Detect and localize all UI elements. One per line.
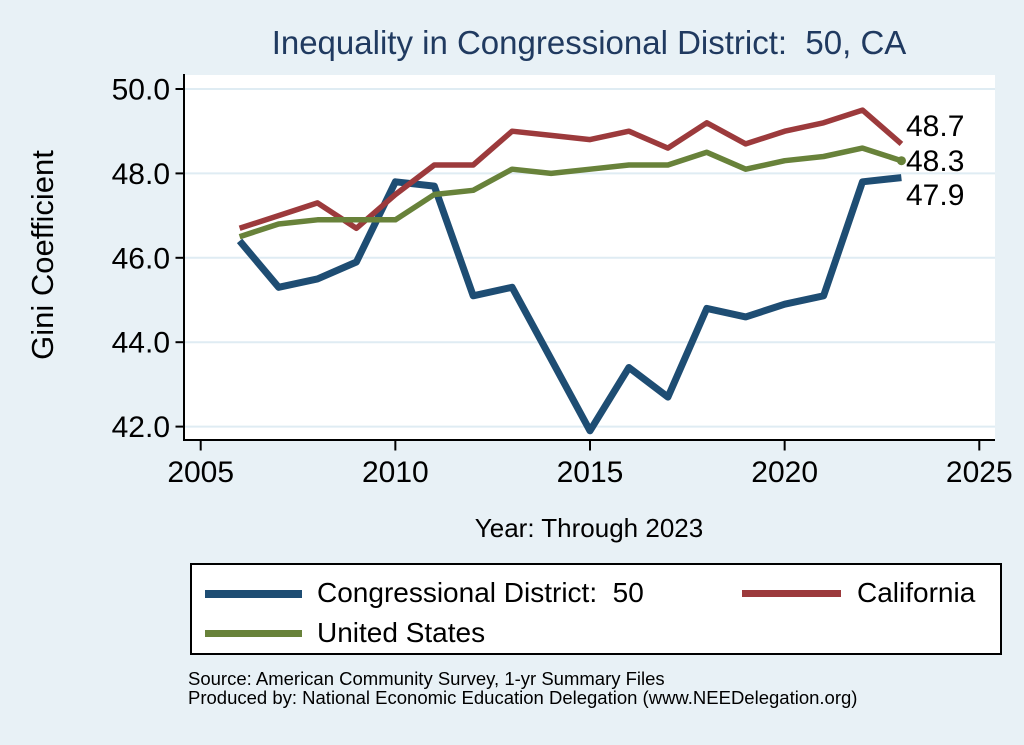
legend-label-united-states: United States bbox=[317, 617, 486, 648]
legend-swatch-united-states bbox=[205, 630, 302, 637]
series-end-value-california: 48.7 bbox=[906, 110, 965, 143]
source-note: Source: American Community Survey, 1-yr … bbox=[188, 668, 665, 689]
series-line-california bbox=[238, 107, 904, 232]
series-line-district bbox=[236, 174, 902, 435]
legend-label-california: California bbox=[857, 577, 976, 608]
y-tick-label-46.0: 46.0 bbox=[112, 242, 170, 275]
legend-swatch-california bbox=[742, 590, 841, 597]
y-tick-label-42.0: 42.0 bbox=[112, 411, 170, 444]
legend-swatch-congressional-district-50 bbox=[205, 590, 302, 598]
x-axis-title: Year: Through 2023 bbox=[474, 513, 704, 543]
y-tick-label-44.0: 44.0 bbox=[112, 327, 170, 360]
y-tick-label-48.0: 48.0 bbox=[112, 158, 170, 191]
produced-by-note: Produced by: National Economic Education… bbox=[188, 687, 858, 708]
chart-title: Inequality in Congressional District: 50… bbox=[271, 24, 907, 61]
series-line-united-states bbox=[238, 145, 903, 240]
x-tick-label-2005: 2005 bbox=[167, 456, 234, 489]
end-marker-united-states bbox=[896, 156, 906, 166]
series-end-value-united-states: 48.3 bbox=[906, 145, 965, 178]
y-axis-title: Gini Coefficient bbox=[25, 150, 60, 360]
x-tick-label-2010: 2010 bbox=[362, 456, 429, 489]
x-tick-label-2025: 2025 bbox=[946, 456, 1013, 489]
x-tick-label-2020: 2020 bbox=[751, 456, 818, 489]
x-tick-label-2015: 2015 bbox=[557, 456, 624, 489]
y-tick-label-50.0: 50.0 bbox=[112, 74, 170, 107]
legend: Congressional District: 50 California Un… bbox=[190, 563, 1002, 655]
legend-label-congressional-district-50: Congressional District: 50 bbox=[317, 577, 644, 608]
series-end-value-congressional-district-50: 47.9 bbox=[906, 179, 965, 212]
footer-notes: Source: American Community Survey, 1-yr … bbox=[188, 669, 1008, 707]
